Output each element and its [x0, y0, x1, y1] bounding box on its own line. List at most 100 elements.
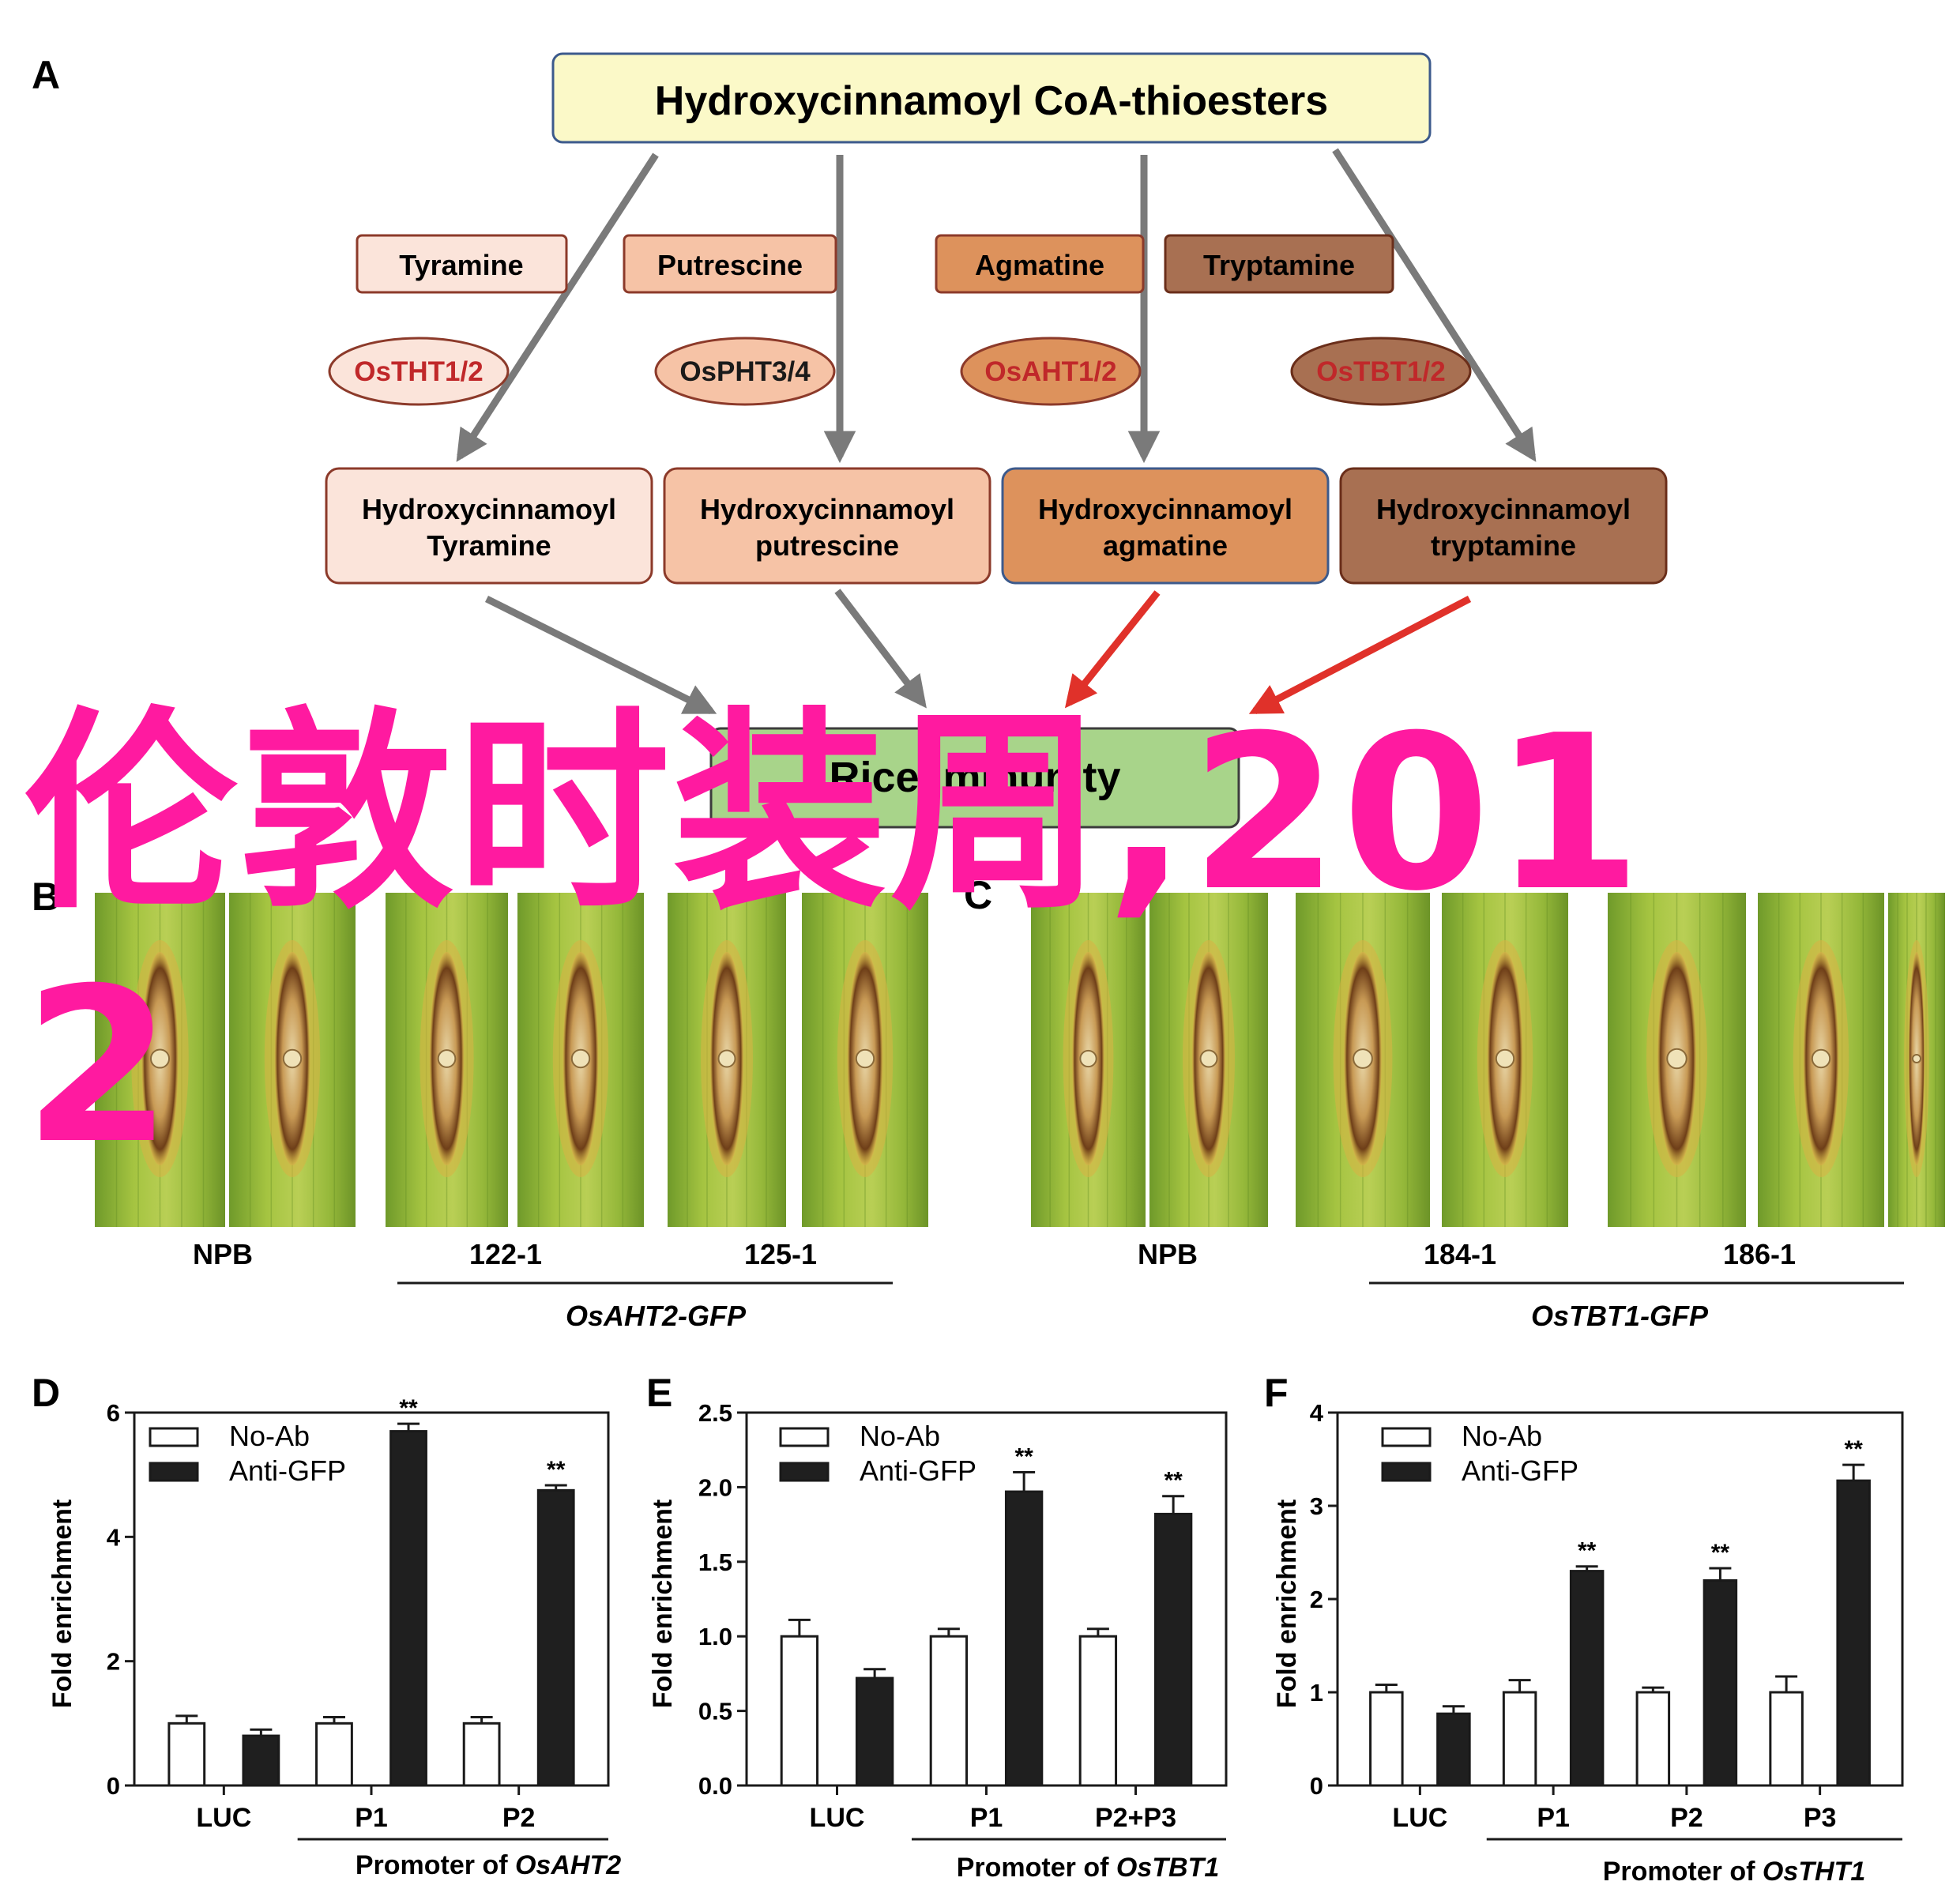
significance-mark: ** [1844, 1436, 1863, 1462]
panel-f-ylabel: Fold enrichment [1272, 1499, 1302, 1708]
arrow-putrescine-to-immunity [834, 589, 927, 709]
inoculation-spot [1199, 1049, 1218, 1068]
bar-noab-luc [167, 1722, 206, 1787]
x-tick-label: LUC [196, 1803, 251, 1833]
y-tick-label: 2 [107, 1648, 120, 1676]
x-tick-label: P1 [970, 1803, 1003, 1833]
significance-mark: ** [1164, 1468, 1183, 1494]
bar-antigfp-p1 [1004, 1490, 1044, 1787]
agmatine-label: Agmatine [975, 249, 1104, 281]
panel-e-chart: E Fold enrichment 0.0 0.5 1.0 1.5 2.0 2.5 LUC *… [646, 1371, 1228, 1883]
product-tryptamine-box [1339, 467, 1668, 585]
panel-f-promoter-prefix: Promoter of [1603, 1857, 1763, 1887]
y-tick-label: 2 [1310, 1586, 1323, 1613]
significance-mark: ** [1578, 1538, 1597, 1564]
significance-mark: ** [547, 1457, 566, 1483]
panel-b: B NPB 122-1 125-1 OsAHT2-GFP [32, 875, 952, 1332]
y-tick-label: 0 [107, 1772, 120, 1800]
thioesters-label: Hydroxycinnamoyl CoA-thioesters [655, 78, 1328, 124]
panel-b-leaf-3 [386, 893, 508, 1227]
bar-antigfp-p1 [1569, 1570, 1605, 1787]
bar-noab-p3 [1769, 1691, 1804, 1787]
tyramine-label: Tyramine [399, 249, 523, 281]
product-tryptamine-line2: tryptamine [1431, 529, 1576, 562]
arrow-to-tryptamine-product [1332, 148, 1537, 462]
ospht-label: OsPHT3/4 [679, 356, 811, 387]
panel-b-leaf-2 [229, 893, 356, 1227]
y-tick-label: 2.0 [698, 1473, 732, 1501]
panel-c-leaf-1 [1031, 893, 1146, 1227]
panel-c-leaf-6 [1758, 893, 1884, 1227]
substrate-arrows [456, 148, 1537, 464]
enzyme-ellipses: OsTHT1/2 OsPHT3/4 OsAHT1/2 OsTBT1/2 [328, 337, 1472, 406]
panel-b-group-label: OsAHT2-GFP [566, 1300, 747, 1332]
bar-noab-luc [1369, 1691, 1404, 1787]
inoculation-spot [149, 1048, 171, 1069]
bar-noab-p2 [462, 1722, 501, 1787]
inoculation-spot [1495, 1048, 1515, 1069]
panel-c-label-186: 186-1 [1723, 1238, 1796, 1270]
panel-b-leaf-5 [668, 893, 786, 1227]
panel-b-label-122: 122-1 [469, 1238, 542, 1270]
arrow-agmatine-to-immunity [1064, 590, 1161, 709]
x-tick-label: LUC [1392, 1803, 1447, 1833]
panel-f-letter: F [1264, 1371, 1289, 1415]
legend-swatch-antigfp [779, 1462, 830, 1482]
y-tick-label: 4 [1310, 1399, 1324, 1427]
product-tryptamine-line1: Hydroxycinnamoyl [1376, 493, 1631, 525]
legend-swatch-noab [779, 1427, 830, 1447]
panel-c-label-npb: NPB [1138, 1238, 1198, 1270]
y-tick-label: 4 [107, 1523, 121, 1551]
inoculation-spot [1079, 1049, 1097, 1068]
y-tick-label: 6 [107, 1399, 120, 1427]
legend-swatch-antigfp [1381, 1462, 1432, 1482]
tryptamine-box [1164, 234, 1394, 294]
y-tick-label: 1.0 [698, 1623, 732, 1650]
panel-d-promoter-label: Promoter of OsAHT2 [356, 1850, 621, 1880]
bar-antigfp-p2+p3 [1153, 1512, 1193, 1787]
panel-e-promoter-gene: OsTBT1 [1116, 1853, 1219, 1883]
panel-d-letter: D [32, 1371, 60, 1415]
inoculation-spot [282, 1048, 303, 1069]
product-putrescine-box [663, 467, 991, 585]
y-tick-label: 0 [1310, 1772, 1323, 1800]
panel-b-label-125: 125-1 [744, 1238, 817, 1270]
panel-d-chart: D Fold enrichment 0 2 4 6 LUC ** P1 ** P2 No-AbAn… [32, 1371, 621, 1880]
arrow-tyramine-to-immunity [484, 595, 717, 715]
immunity-box [709, 727, 1240, 829]
bar-noab-p2 [1635, 1691, 1671, 1787]
product-tyramine-line2: Tyramine [427, 529, 551, 562]
arrow-to-tyramine-product [456, 152, 659, 462]
panel-e-promoter-prefix: Promoter of [957, 1853, 1116, 1883]
panel-c-leaf-5 [1608, 893, 1746, 1227]
product-putrescine-line1: Hydroxycinnamoyl [700, 493, 954, 525]
tyramine-box [356, 234, 568, 294]
product-agmatine-line2: agmatine [1103, 529, 1228, 562]
ostbt-ellipse [1290, 337, 1472, 406]
significance-mark: ** [1711, 1540, 1730, 1566]
amine-boxes: Tyramine Putrescine Agmatine Tryptamine [356, 234, 1394, 294]
legend-swatch-antigfp [149, 1462, 199, 1482]
putrescine-label: Putrescine [657, 249, 803, 281]
inoculation-spot [717, 1049, 736, 1068]
legend-swatch-noab [1381, 1427, 1432, 1447]
bar-antigfp-luc [1436, 1712, 1471, 1787]
panel-c-leaf-2 [1149, 893, 1268, 1227]
panel-b-leaf-6 [802, 893, 928, 1227]
x-tick-label: P3 [1804, 1803, 1837, 1833]
x-tick-label: P1 [355, 1803, 388, 1833]
bar-antigfp-p2 [1703, 1579, 1738, 1787]
y-tick-label: 1 [1310, 1679, 1323, 1706]
inoculation-spot [1911, 1053, 1922, 1064]
y-tick-label: 3 [1310, 1492, 1323, 1520]
panel-c-leaf-4 [1442, 893, 1568, 1227]
product-tyramine-line1: Hydroxycinnamoyl [362, 493, 616, 525]
legend-swatch-noab [149, 1427, 199, 1447]
x-tick-label: LUC [810, 1803, 865, 1833]
panel-f-promoter-label: Promoter of OsTHT1 [1603, 1857, 1865, 1887]
panel-d-promoter-gene: OsAHT2 [515, 1850, 621, 1880]
tryptamine-label: Tryptamine [1203, 249, 1355, 281]
panel-c-group-label: OsTBT1-GFP [1531, 1300, 1709, 1332]
legend-label-antigfp: Anti-GFP [860, 1454, 976, 1487]
